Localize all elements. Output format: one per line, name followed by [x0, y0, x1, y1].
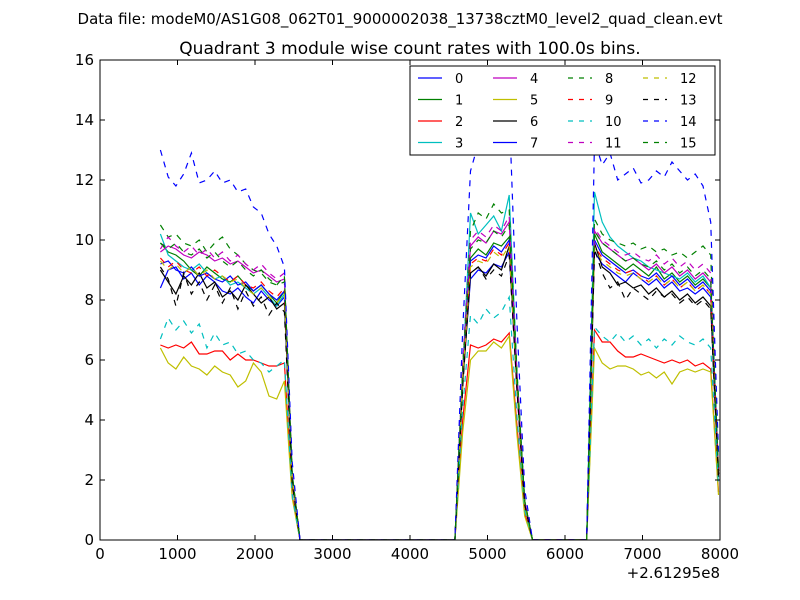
series-line-7 [160, 238, 720, 540]
x-tick-label: 1000 [158, 545, 196, 563]
legend-label-1: 1 [455, 94, 463, 109]
series-line-12 [159, 244, 720, 540]
legend-label-0: 0 [455, 72, 463, 87]
plot-area [159, 107, 720, 540]
legend-label-10: 10 [605, 115, 622, 130]
legend-box [409, 65, 716, 156]
x-tick-label: 5000 [468, 545, 506, 563]
series-line-10 [159, 294, 720, 540]
series-line-15 [160, 223, 720, 540]
legend-label-13: 13 [680, 94, 697, 109]
series-line-14 [159, 107, 720, 540]
legend-label-2: 2 [455, 115, 463, 130]
chart-title: Quadrant 3 module wise count rates with … [179, 39, 640, 59]
x-tick-label: 8000 [701, 545, 739, 563]
legend-label-5: 5 [530, 94, 538, 109]
y-tick-label: 2 [84, 471, 94, 489]
legend-label-9: 9 [605, 94, 613, 109]
legend-label-15: 15 [680, 137, 697, 152]
y-tick-label: 14 [75, 111, 94, 129]
legend-label-8: 8 [605, 72, 613, 87]
series-line-11 [159, 213, 720, 540]
x-tick-label: 6000 [546, 545, 584, 563]
series-lines [159, 107, 720, 540]
legend-label-3: 3 [455, 137, 463, 152]
axes: 0 1000 2000 3000 4000 5000 6000 7000 80000246810… [75, 51, 739, 563]
legend-label-11: 11 [605, 137, 622, 152]
x-axis-offset-label: +2.61295e8 [627, 564, 720, 582]
x-tick-label: 4000 [391, 545, 429, 563]
series-line-5 [159, 334, 720, 540]
y-tick-label: 8 [84, 291, 94, 309]
y-tick-label: 12 [75, 171, 94, 189]
figure-suptitle: Data file: modeM0/AS1G08_062T01_90000020… [78, 10, 723, 29]
legend-label-4: 4 [530, 72, 538, 87]
series-line-13 [159, 248, 720, 540]
legend-label-14: 14 [680, 115, 697, 130]
x-tick-label: 0 [95, 545, 105, 563]
legend-label-7: 7 [530, 137, 538, 152]
x-tick-label: 2000 [236, 545, 274, 563]
legend-label-6: 6 [530, 115, 538, 130]
x-tick-label: 3000 [313, 545, 351, 563]
y-tick-label: 0 [84, 531, 94, 549]
y-tick-label: 6 [84, 351, 94, 369]
y-tick-label: 4 [84, 411, 94, 429]
x-tick-label: 7000 [623, 545, 661, 563]
y-tick-label: 10 [75, 231, 94, 249]
series-line-9 [159, 241, 720, 540]
legend-label-12: 12 [680, 72, 697, 87]
y-tick-label: 16 [75, 51, 94, 69]
